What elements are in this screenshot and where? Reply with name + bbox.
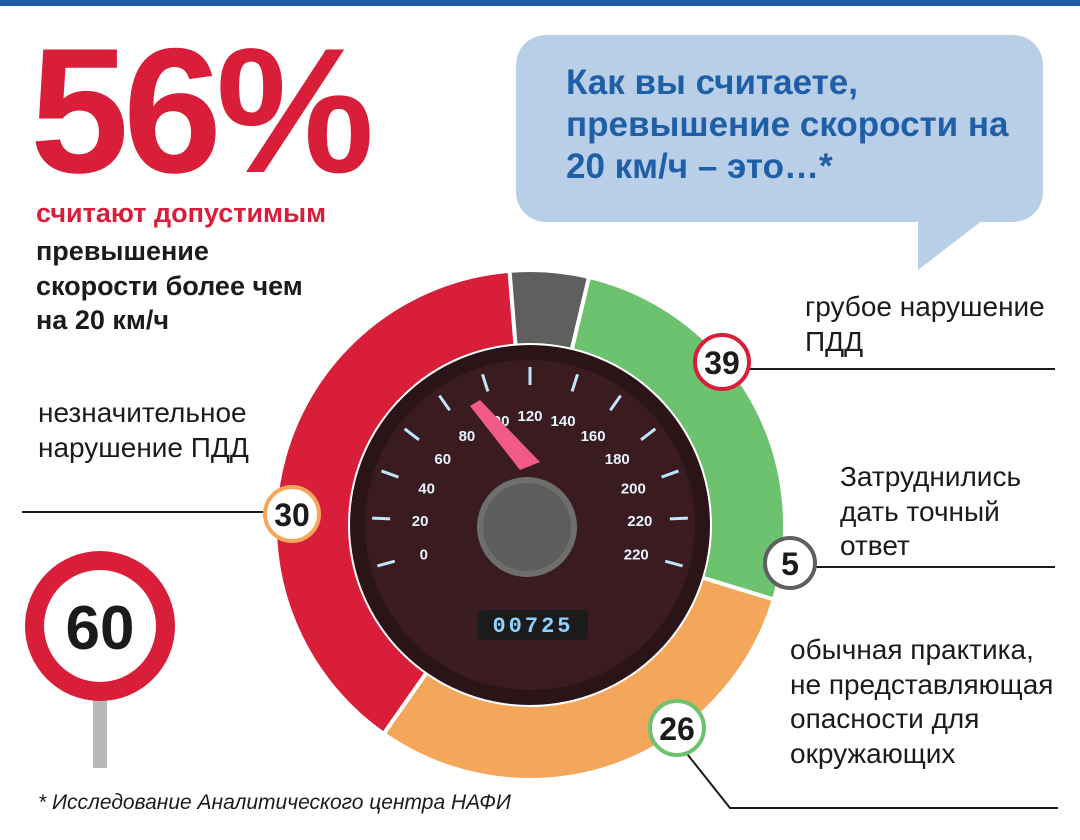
badge-hard: 5 (763, 536, 817, 590)
badge-usual: 26 (648, 699, 706, 757)
question-bubble (516, 35, 1043, 222)
speed-tick-mark (661, 469, 679, 479)
speed-tick-mark (481, 373, 490, 392)
sign-pole (93, 690, 107, 768)
legend-hard: Затруднились дать точный ответ (840, 461, 1022, 562)
question-text: Как вы считаете, превышение скорости на … (566, 63, 1009, 186)
badge-gross: 39 (693, 333, 751, 391)
value-label-usual: 26 (659, 711, 695, 747)
odometer: 00725 (492, 614, 573, 639)
headline-caption: превышение скорости более чем на 20 км/ч (36, 236, 303, 336)
speed-tick-label: 120 (517, 408, 542, 425)
speed-tick-label: 180 (605, 451, 630, 468)
odometer-box (478, 610, 588, 640)
value-label-minor: 30 (274, 497, 310, 533)
headline-percent: 56% (30, 11, 374, 210)
value-label-hard: 5 (781, 546, 799, 582)
speed-tick-label: 220 (627, 513, 652, 530)
value-label-gross: 39 (704, 345, 740, 381)
speed-tick-mark (640, 427, 657, 441)
speed-tick-label: 40 (418, 480, 435, 497)
speed-tick-label: 20 (412, 513, 429, 530)
speed-tick-mark (438, 394, 451, 412)
speed-tick-label: 140 (551, 413, 576, 430)
headline-caption-red: считают допустимым (36, 198, 327, 228)
speed-tick-mark (372, 516, 391, 521)
speed-tick-mark (403, 427, 420, 441)
question-bubble-tail (918, 210, 996, 270)
speed-tick-mark (609, 394, 622, 412)
speed-tick-label: 60 (434, 451, 451, 468)
badge-minor: 30 (263, 485, 321, 543)
speedometer-ticks: 020406080100120140160180200220220 (372, 367, 688, 568)
speed-tick-label: 200 (621, 480, 646, 497)
speed-tick-mark (669, 516, 688, 521)
legend-gross: грубое нарушение ПДД (805, 291, 1045, 357)
speed-limit-value: 60 (66, 594, 135, 663)
speed-tick-label: 160 (581, 428, 606, 445)
speed-tick-mark (376, 559, 396, 568)
leader-line-usual (679, 744, 1058, 809)
speed-tick-mark (664, 559, 684, 568)
speed-tick-label: 0 (420, 546, 428, 563)
speedometer-needle (470, 400, 540, 470)
speed-tick-label: 80 (459, 428, 476, 445)
legend-minor: незначительное нарушение ПДД (38, 397, 249, 463)
speed-tick-mark (381, 469, 399, 479)
footnote: * Исследование Аналитического центра НАФ… (38, 791, 511, 814)
speed-tick-mark (570, 373, 579, 392)
speed-tick-label: 220 (624, 546, 649, 563)
top-bar (0, 0, 1080, 6)
legend-usual: обычная практика, не представляющая опас… (790, 634, 1054, 770)
